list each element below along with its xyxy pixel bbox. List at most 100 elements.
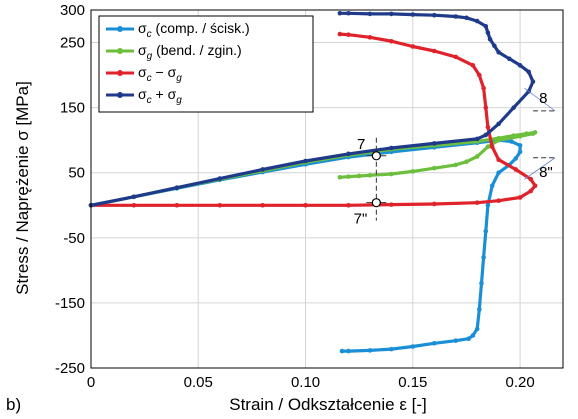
x-tick-labels: 0 0.05 0.10 0.15 0.20: [87, 374, 535, 391]
y-tick-label: 150: [60, 100, 85, 117]
data-point: [526, 69, 531, 75]
x-tick-label: 0.05: [184, 374, 213, 391]
data-point: [410, 12, 416, 17]
data-point: [431, 340, 437, 346]
data-point: [260, 167, 265, 172]
data-point: [453, 162, 459, 168]
legend-item: σc − σg: [106, 64, 182, 84]
legend: σc (comp. / ścisk.)σg (bend. / zgin.)σc …: [98, 15, 314, 113]
data-point: [217, 202, 223, 208]
data-point: [431, 201, 437, 207]
series-line: [89, 130, 537, 207]
data-point: [517, 133, 523, 139]
legend-label: σg (bend. / zgin.): [138, 42, 242, 62]
data-point: [511, 105, 516, 110]
series-3: [88, 10, 536, 208]
data-point: [492, 43, 497, 49]
legend-label: σc − σg: [138, 64, 182, 84]
data-point: [496, 170, 501, 176]
y-tick-label: 50: [68, 165, 85, 182]
data-point: [485, 144, 491, 149]
data-point: [453, 338, 459, 343]
data-point: [513, 156, 519, 161]
annotation-layer: 7 7" 8 8": [354, 87, 558, 228]
data-point: [337, 10, 343, 16]
data-point: [517, 195, 523, 200]
marker-7-label: 7: [357, 136, 365, 153]
data-point: [477, 307, 482, 312]
data-point: [474, 136, 480, 142]
data-point: [517, 149, 523, 155]
data-point: [517, 143, 523, 148]
data-point: [260, 202, 265, 208]
data-point: [496, 121, 501, 127]
data-point: [487, 36, 493, 42]
data-point: [339, 348, 345, 354]
data-point: [483, 229, 489, 234]
legend-label: σc (comp. / ścisk.): [138, 20, 250, 40]
data-point: [174, 202, 180, 208]
data-point: [496, 50, 501, 55]
data-point: [507, 56, 512, 62]
legend-swatch-dot: [117, 92, 123, 98]
legend-label: σc + σg: [138, 86, 182, 106]
data-point: [389, 11, 394, 17]
data-point: [431, 141, 437, 146]
y-tick-label: -50: [63, 230, 85, 247]
data-point: [389, 171, 394, 177]
data-point: [477, 72, 482, 78]
legend-swatch-dot: [117, 70, 123, 76]
data-point: [530, 131, 536, 136]
data-point: [389, 346, 394, 352]
marker-8-label: 8: [539, 90, 547, 107]
data-point: [474, 326, 480, 332]
data-point: [474, 154, 480, 159]
data-point: [303, 158, 308, 164]
data-point: [346, 174, 351, 179]
data-point: [431, 48, 437, 54]
data-point: [346, 151, 351, 157]
data-point: [337, 31, 343, 37]
data-point: [496, 137, 501, 143]
data-point: [528, 176, 534, 182]
data-point: [483, 23, 489, 29]
y-tick-labels: -250 -150 -50 50 150 250 300: [55, 2, 85, 377]
data-point: [367, 173, 373, 178]
data-point: [346, 348, 351, 354]
data-point: [410, 169, 416, 174]
data-point: [517, 63, 523, 68]
data-point: [470, 63, 476, 68]
data-point: [410, 44, 416, 49]
data-point: [303, 202, 308, 208]
data-point: [131, 202, 137, 208]
y-tick-label: -250: [55, 360, 85, 377]
data-point: [367, 348, 373, 353]
data-point: [524, 131, 529, 136]
x-tick-label: 0.10: [291, 374, 320, 391]
data-point: [367, 11, 373, 17]
y-tick-label: 300: [60, 2, 85, 19]
series-1: [88, 130, 538, 208]
data-point: [532, 183, 538, 189]
data-point: [481, 85, 486, 91]
data-point: [528, 188, 534, 194]
data-point: [431, 12, 437, 18]
data-point: [474, 200, 480, 205]
data-point: [453, 54, 459, 60]
data-point: [485, 30, 491, 36]
legend-item: σg (bend. / zgin.): [106, 42, 242, 62]
data-point: [470, 333, 476, 338]
data-point: [389, 145, 394, 151]
data-point: [479, 281, 484, 286]
y-tick-label: 250: [60, 35, 85, 52]
data-point: [496, 198, 501, 204]
series-line: [89, 11, 535, 207]
panel-label: b): [6, 395, 21, 414]
data-point: [410, 344, 416, 349]
marker-8b-label: 8": [539, 164, 553, 181]
x-axis-title: Strain / Odkształcenie ε [-]: [229, 395, 426, 414]
data-point: [483, 132, 489, 138]
marker-8b-connector: [524, 157, 556, 180]
data-point: [389, 38, 394, 44]
data-point: [485, 202, 491, 208]
